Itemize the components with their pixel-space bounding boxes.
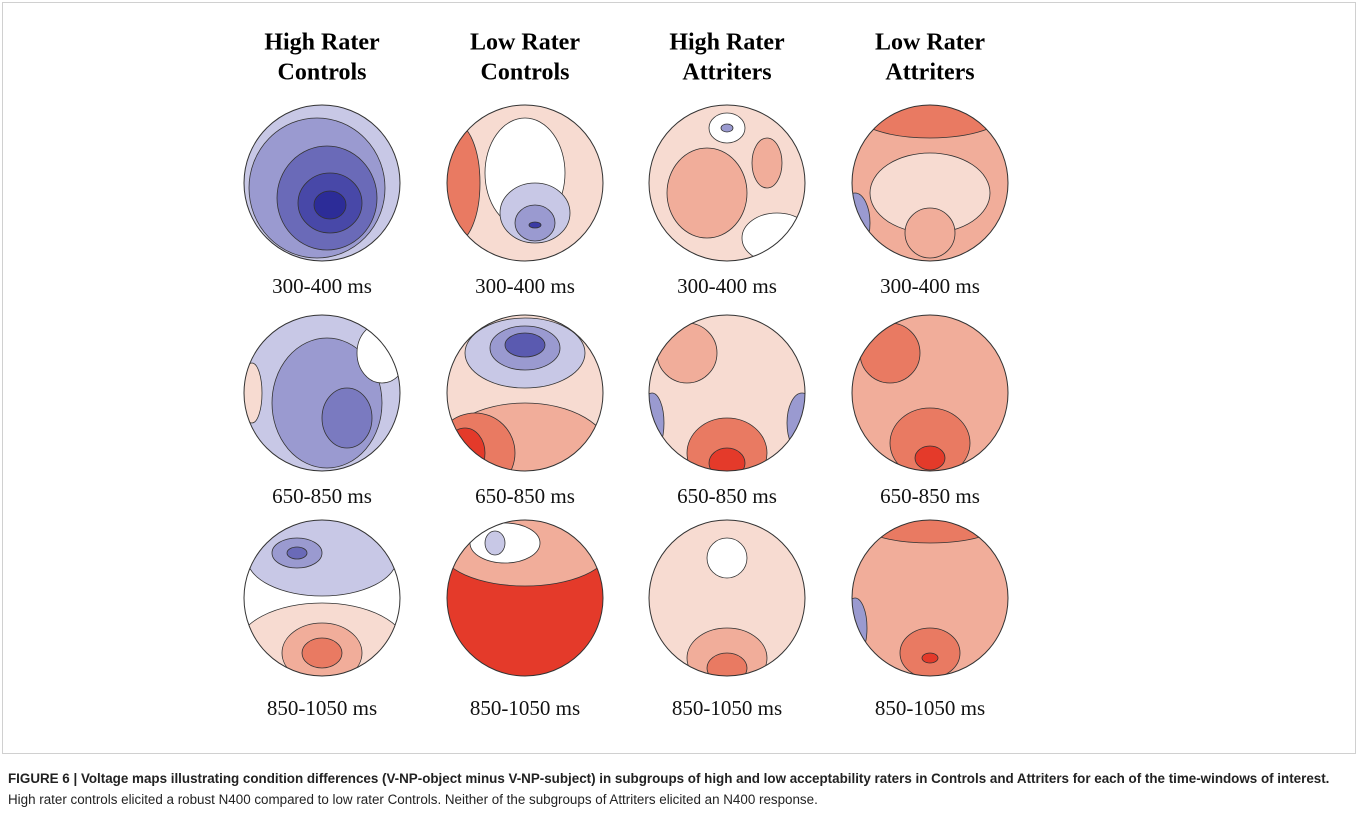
- column-header: Attriters: [682, 60, 771, 86]
- contour: [313, 190, 347, 220]
- contour: [246, 520, 398, 597]
- voltage-map: [852, 520, 1008, 676]
- contour: [889, 407, 971, 471]
- contour: [852, 597, 868, 659]
- contour: [666, 147, 748, 239]
- column-header: Controls: [481, 60, 570, 86]
- time-window-label: 850-1050 ms: [875, 696, 985, 720]
- map-outline: [851, 519, 1009, 677]
- map-outline: [446, 104, 604, 262]
- time-window-label: 650-850 ms: [272, 484, 372, 508]
- map-outline: [648, 314, 806, 472]
- caption-bold: FIGURE 6 | Voltage maps illustrating con…: [8, 771, 1330, 786]
- time-window-label: 850-1050 ms: [267, 696, 377, 720]
- figure: High Rater Controls Low Rater Controls High …: [243, 30, 1009, 720]
- contour: [656, 322, 718, 384]
- contour: [528, 221, 542, 229]
- contour: [914, 445, 946, 471]
- contour: [286, 546, 308, 560]
- contour: [706, 652, 748, 676]
- contour: [921, 652, 939, 664]
- time-window-label: 850-1050 ms: [672, 696, 782, 720]
- column-header: High Rater: [669, 30, 785, 56]
- column-header: Low Rater: [470, 30, 580, 56]
- contour: [852, 192, 871, 254]
- contour: [447, 122, 481, 244]
- map-outline: [243, 314, 401, 472]
- map-outline: [851, 314, 1009, 472]
- contour: [301, 637, 343, 669]
- voltage-map: [649, 520, 805, 676]
- voltage-map: [244, 105, 400, 261]
- contour: [244, 362, 263, 424]
- voltage-map: [649, 315, 805, 471]
- contour: [708, 447, 746, 471]
- contour: [649, 392, 665, 454]
- map-outline: [446, 519, 604, 677]
- column-header: High Rater: [264, 30, 380, 56]
- contour: [741, 212, 805, 261]
- contour: [751, 137, 783, 189]
- voltage-map: [852, 315, 1008, 471]
- voltage-map: [447, 520, 603, 676]
- column-header: Attriters: [885, 60, 974, 86]
- map-outline: [243, 519, 401, 677]
- map-outline: [648, 104, 806, 262]
- contour: [720, 123, 734, 133]
- time-window-label: 300-400 ms: [272, 274, 372, 298]
- contour: [504, 332, 546, 358]
- caption-text: High rater controls elicited a robust N4…: [8, 792, 818, 807]
- column-header: Controls: [278, 60, 367, 86]
- contour: [484, 530, 506, 556]
- time-window-label: 300-400 ms: [880, 274, 980, 298]
- time-window-label: 650-850 ms: [475, 484, 575, 508]
- contour: [786, 392, 805, 454]
- map-outline: [243, 104, 401, 262]
- voltage-map: [447, 105, 603, 261]
- time-window-label: 650-850 ms: [880, 484, 980, 508]
- contour: [904, 207, 956, 259]
- map-outline: [648, 519, 806, 677]
- time-window-label: 850-1050 ms: [470, 696, 580, 720]
- map-outline: [851, 104, 1009, 262]
- voltage-map: [447, 315, 603, 471]
- column-header: Low Rater: [875, 30, 985, 56]
- contour: [854, 105, 1006, 139]
- contour: [447, 427, 486, 471]
- voltage-map: [244, 315, 400, 471]
- voltage-map: [649, 105, 805, 261]
- figure-frame: [2, 2, 1356, 754]
- time-window-label: 650-850 ms: [677, 484, 777, 508]
- time-window-label: 300-400 ms: [677, 274, 777, 298]
- voltage-map: [852, 105, 1008, 261]
- contour: [706, 537, 748, 579]
- caption: FIGURE 6 | Voltage maps illustrating con…: [8, 768, 1348, 810]
- map-outline: [446, 314, 604, 472]
- contour: [321, 387, 373, 449]
- contour: [859, 322, 921, 384]
- contour: [356, 322, 400, 384]
- voltage-map: [244, 520, 400, 676]
- time-window-label: 300-400 ms: [475, 274, 575, 298]
